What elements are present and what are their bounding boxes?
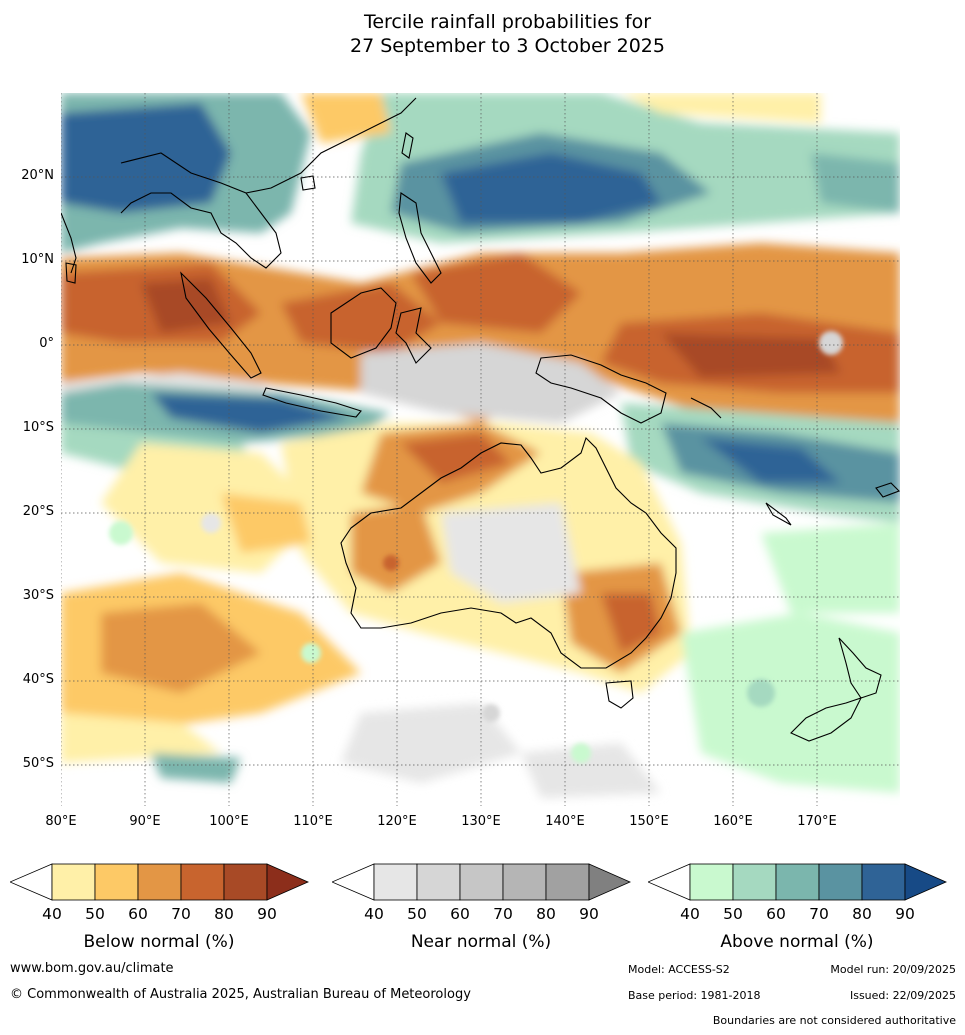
- near-swatch-60: [416, 863, 461, 901]
- near-normal-title: Near normal (%): [410, 932, 552, 952]
- rainfall-map: [61, 93, 900, 806]
- base-period-text: Base period: 1981-2018: [628, 989, 761, 1002]
- below-tick-40: 40: [42, 905, 62, 923]
- above-tick-40: 40: [680, 905, 700, 923]
- china-coastline: [245, 97, 417, 194]
- near-tick-70: 70: [493, 905, 513, 923]
- website-link[interactable]: www.bom.gov.au/climate: [10, 961, 174, 976]
- coastlines: [61, 97, 900, 742]
- lat-label-20n: 20°N: [21, 168, 54, 183]
- near-tick-40: 40: [364, 905, 384, 923]
- above-swatch-60: [732, 863, 777, 901]
- lon-label-90e: 90°E: [129, 814, 161, 829]
- near-tick-80: 80: [536, 905, 556, 923]
- above-tick-90: 90: [895, 905, 915, 923]
- lon-label-170e: 170°E: [797, 814, 837, 829]
- below-tick-50: 50: [85, 905, 105, 923]
- lon-label-80e: 80°E: [45, 814, 77, 829]
- above-swatch-90: [861, 863, 906, 901]
- model-run-text: Model run: 20/09/2025: [830, 963, 956, 976]
- near-swatch-extend: [588, 863, 631, 901]
- lon-label-160e: 160°E: [713, 814, 753, 829]
- fiji-coastline: [875, 482, 900, 498]
- model-text: Model: ACCESS-S2: [628, 963, 730, 976]
- lat-label-0: 0°: [39, 336, 54, 351]
- lon-label-110e: 110°E: [293, 814, 333, 829]
- sulawesi-coastline: [395, 307, 432, 364]
- tasmania-coastline: [605, 680, 634, 709]
- graticule: [61, 93, 900, 806]
- new-guinea-coastline: [535, 354, 667, 424]
- colorbar-above-normal: [648, 863, 947, 901]
- near-swatch-50: [373, 863, 418, 901]
- solomon-islands-coastline: [690, 397, 722, 419]
- australia-coastline: [340, 436, 677, 669]
- lat-label-10n: 10°N: [21, 252, 54, 267]
- se-asia-coastline: [120, 152, 282, 269]
- probability-shading: [61, 93, 900, 798]
- map-title: Tercile rainfall probabilities for 27 Se…: [0, 10, 965, 58]
- new-zealand-south-coastline: [790, 697, 863, 742]
- taiwan-coastline: [401, 132, 414, 159]
- above-swatch-80: [818, 863, 863, 901]
- new-zealand-north-coastline: [838, 637, 882, 699]
- hainan-coastline: [300, 175, 316, 191]
- legend-near-normal: [332, 862, 632, 902]
- lat-label-30s: 30°S: [22, 588, 54, 603]
- title-line-1: Tercile rainfall probabilities for: [363, 11, 652, 33]
- colorbar-below-normal: [10, 863, 309, 901]
- above-tick-70: 70: [809, 905, 829, 923]
- above-tick-80: 80: [852, 905, 872, 923]
- new-caledonia-coastline: [765, 502, 792, 526]
- above-normal-title: Above normal (%): [720, 932, 874, 952]
- below-tick-70: 70: [171, 905, 191, 923]
- lon-label-130e: 130°E: [461, 814, 501, 829]
- above-tick-50: 50: [723, 905, 743, 923]
- near-tick-60: 60: [450, 905, 470, 923]
- above-swatch-70: [775, 863, 820, 901]
- below-tick-90: 90: [257, 905, 277, 923]
- legend-below-normal: [10, 862, 310, 902]
- sumatra-coastline: [180, 271, 262, 379]
- near-swatch-80: [502, 863, 547, 901]
- lon-label-100e: 100°E: [209, 814, 249, 829]
- lat-label-20s: 20°S: [22, 504, 54, 519]
- lon-label-120e: 120°E: [377, 814, 417, 829]
- title-line-2: 27 September to 3 October 2025: [350, 35, 665, 57]
- india-coastline: [61, 212, 77, 274]
- near-swatch-90: [545, 863, 590, 901]
- above-swatch-50: [689, 863, 734, 901]
- copyright-text: © Commonwealth of Australia 2025, Austra…: [10, 987, 471, 1002]
- disclaimer-text: Boundaries are not considered authoritat…: [712, 1014, 956, 1027]
- legend-above-normal: [648, 862, 948, 902]
- speckle-detail: [109, 331, 843, 763]
- colorbar-near-normal: [332, 863, 631, 901]
- borneo-coastline: [330, 287, 397, 359]
- lon-label-150e: 150°E: [629, 814, 669, 829]
- above-tick-60: 60: [766, 905, 786, 923]
- below-swatch-70: [137, 863, 182, 901]
- below-swatch-90: [223, 863, 268, 901]
- below-normal-title: Below normal (%): [83, 932, 235, 952]
- lat-label-50s: 50°S: [22, 756, 54, 771]
- below-swatch-extend: [266, 863, 309, 901]
- lat-label-10s: 10°S: [22, 420, 54, 435]
- near-tick-90: 90: [579, 905, 599, 923]
- java-coastline: [262, 387, 362, 418]
- philippines-coastline: [398, 192, 442, 284]
- sri-lanka-coastline: [65, 262, 77, 284]
- below-tick-60: 60: [128, 905, 148, 923]
- below-swatch-50: [51, 863, 96, 901]
- issued-text: Issued: 22/09/2025: [849, 989, 956, 1002]
- near-tick-50: 50: [407, 905, 427, 923]
- below-tick-80: 80: [214, 905, 234, 923]
- lat-label-40s: 40°S: [22, 672, 54, 687]
- above-swatch-extend: [904, 863, 947, 901]
- near-swatch-70: [459, 863, 504, 901]
- below-swatch-80: [180, 863, 225, 901]
- lon-label-140e: 140°E: [545, 814, 585, 829]
- below-swatch-60: [94, 863, 139, 901]
- map-canvas: [61, 93, 900, 806]
